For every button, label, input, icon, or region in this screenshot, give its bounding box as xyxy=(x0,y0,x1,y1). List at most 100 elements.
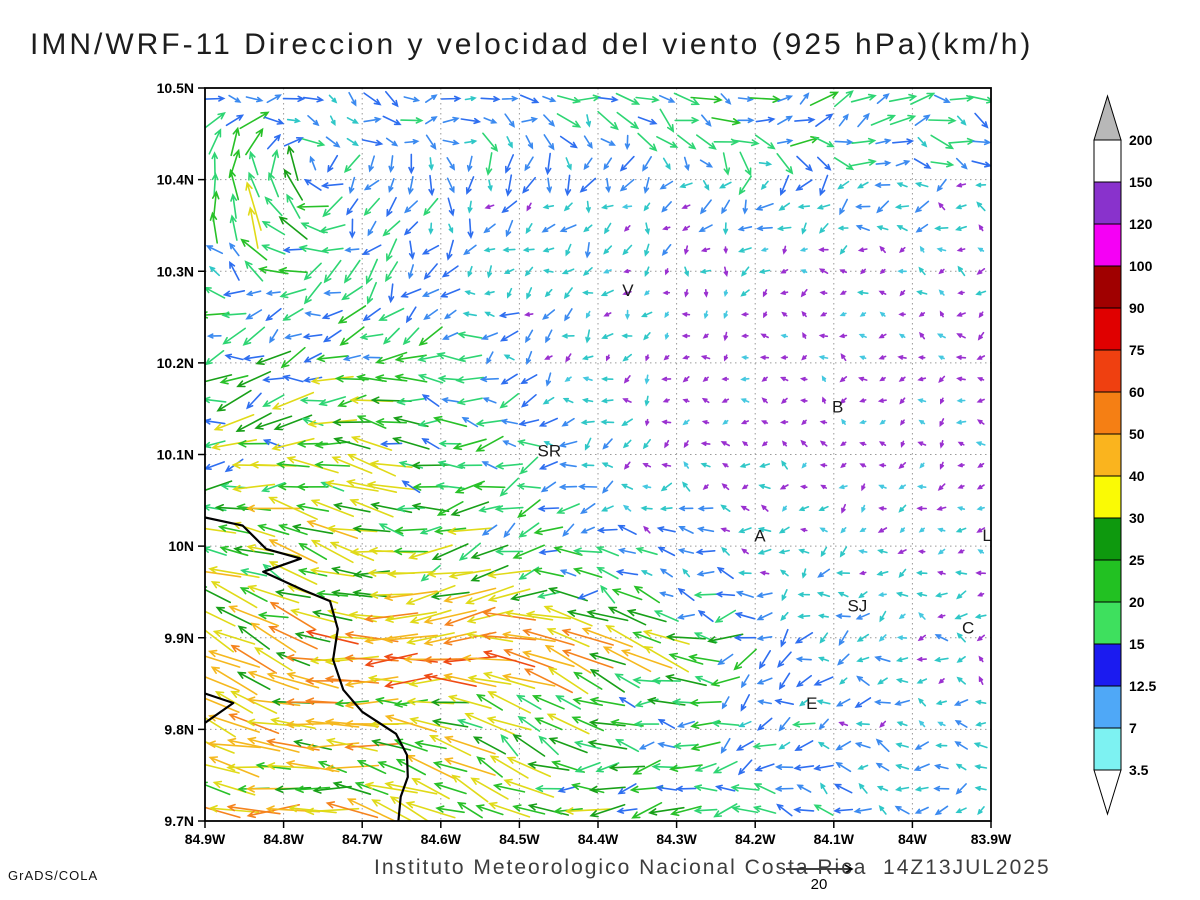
wind-arrow xyxy=(895,160,911,167)
wind-arrow xyxy=(208,566,260,579)
wind-arrow xyxy=(443,587,497,604)
wind-arrow xyxy=(978,224,984,232)
wind-arrow xyxy=(264,196,283,217)
wind-arrow xyxy=(957,290,965,295)
wind-arrow xyxy=(394,373,428,383)
wind-arrow xyxy=(937,355,945,360)
y-axis-tick-label: 9.8N xyxy=(164,721,194,737)
wind-arrow xyxy=(859,312,867,317)
wind-arrow xyxy=(878,333,887,339)
wind-arrow xyxy=(536,591,560,599)
wind-arrow xyxy=(214,690,254,714)
wind-arrow xyxy=(205,763,240,774)
wind-arrow xyxy=(641,484,652,490)
wind-arrow xyxy=(955,783,967,795)
wind-arrow xyxy=(814,136,835,148)
station-label: V xyxy=(622,281,634,300)
wind-arrow xyxy=(797,613,811,619)
wind-arrow xyxy=(597,110,619,131)
wind-arrow xyxy=(760,333,769,339)
wind-arrow xyxy=(876,225,889,231)
colorbar: 200 150 120 100 90 75 60 50 40 30 25 20 15 12.5 7 3.5 xyxy=(1093,94,1156,816)
wind-arrow xyxy=(668,764,703,773)
colorbar-segment xyxy=(1093,475,1122,519)
wind-arrow xyxy=(722,419,729,425)
wind-arrow xyxy=(545,152,552,176)
colorbar-tick-label: 7 xyxy=(1129,720,1137,736)
wind-arrow xyxy=(738,720,752,728)
wind-arrow xyxy=(722,463,729,468)
wind-arrow xyxy=(955,763,967,771)
wind-arrow xyxy=(710,676,740,687)
wind-arrow xyxy=(430,591,470,600)
wind-arrow xyxy=(700,462,711,468)
wind-arrow xyxy=(370,396,412,404)
wind-arrow xyxy=(276,460,310,469)
wind-arrow xyxy=(561,268,575,275)
wind-arrow xyxy=(618,696,636,708)
wind-arrow xyxy=(480,95,501,103)
wind-arrow xyxy=(559,224,577,233)
wind-arrow xyxy=(623,461,631,470)
wind-arrow xyxy=(621,483,634,490)
wind-arrow xyxy=(602,438,613,450)
wind-arrow xyxy=(895,742,909,748)
wind-arrow xyxy=(779,569,789,577)
wind-arrow xyxy=(542,396,555,405)
wind-arrow xyxy=(637,116,658,125)
wind-arrow xyxy=(756,677,773,685)
wind-arrow xyxy=(464,290,476,295)
wind-arrow xyxy=(425,94,438,103)
wind-arrow xyxy=(934,225,949,231)
wind-arrow xyxy=(697,609,714,623)
wind-arrow xyxy=(475,804,504,816)
wind-arrow xyxy=(955,419,967,425)
wind-arrow xyxy=(780,355,788,360)
wind-arrow xyxy=(425,134,437,151)
wind-arrow xyxy=(394,526,428,535)
wind-arrow xyxy=(366,281,377,305)
wind-arrow xyxy=(774,764,794,770)
wind-arrow xyxy=(955,807,967,814)
colorbar-tick-label: 200 xyxy=(1129,132,1153,148)
wind-arrow xyxy=(268,626,318,650)
wind-arrow xyxy=(720,504,731,512)
station-label: C xyxy=(962,618,974,637)
wind-arrow xyxy=(956,333,966,339)
wind-arrow xyxy=(369,720,414,729)
wind-arrow xyxy=(621,418,633,427)
wind-arrow xyxy=(487,569,532,579)
wind-arrow xyxy=(621,204,633,209)
wind-arrow xyxy=(580,503,596,515)
wind-arrow xyxy=(753,783,776,795)
wind-arrow xyxy=(661,376,672,382)
wind-arrow xyxy=(657,741,676,749)
wind-arrow xyxy=(700,247,711,253)
wind-arrow xyxy=(819,440,828,447)
wind-arrow xyxy=(638,741,655,750)
wind-arrow xyxy=(398,460,424,469)
wind-arrow xyxy=(325,737,378,752)
wind-arrow xyxy=(701,420,710,425)
wind-arrow xyxy=(853,807,872,814)
wind-arrow xyxy=(406,697,455,706)
wind-arrow xyxy=(388,155,395,173)
wind-arrow xyxy=(659,568,673,578)
wind-arrow xyxy=(237,440,270,448)
wind-arrow xyxy=(957,441,965,446)
wind-arrow xyxy=(874,182,891,188)
wind-arrow xyxy=(644,374,650,385)
wind-arrow xyxy=(532,567,564,577)
wind-arrow xyxy=(483,117,498,124)
wind-arrow xyxy=(937,721,946,727)
wind-arrow xyxy=(247,206,259,249)
wind-arrow xyxy=(586,609,629,622)
wind-arrow xyxy=(833,783,853,794)
wind-arrow xyxy=(388,178,395,193)
wind-arrow xyxy=(975,721,987,727)
wind-arrow xyxy=(559,569,577,577)
wind-arrow xyxy=(205,716,236,738)
wind-arrow xyxy=(757,699,772,705)
wind-arrow xyxy=(426,570,474,578)
wind-arrow xyxy=(486,716,532,731)
